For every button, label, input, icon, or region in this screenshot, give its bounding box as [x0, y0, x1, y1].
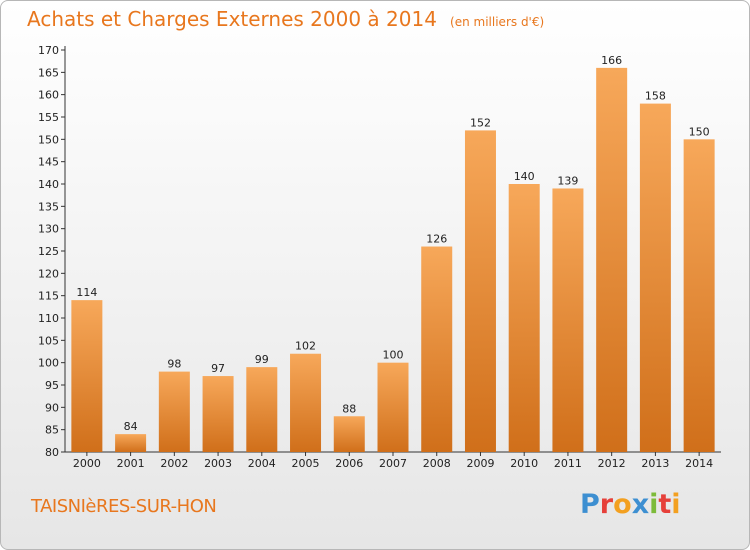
x-tick-label: 2001 — [117, 457, 145, 470]
y-tick-label: 135 — [38, 200, 59, 213]
logo-letter: t — [658, 489, 672, 520]
y-tick-label: 130 — [38, 223, 59, 236]
y-tick-label: 90 — [45, 401, 59, 414]
bar-value-label: 88 — [342, 402, 356, 415]
x-tick-label: 2008 — [423, 457, 451, 470]
bar-value-label: 126 — [426, 233, 447, 246]
x-tick-label: 2005 — [292, 457, 320, 470]
bar — [552, 188, 584, 452]
chart-unit: (en milliers d'€) — [450, 15, 545, 29]
x-tick-label: 2003 — [204, 457, 232, 470]
proxiti-logo: Proxiti — [580, 489, 681, 520]
logo-letter: i — [649, 489, 659, 520]
y-tick-label: 170 — [38, 44, 59, 57]
bar — [202, 376, 234, 452]
chart-title-block: Achats et Charges Externes 2000 à 2014 (… — [27, 7, 544, 31]
logo-letter: P — [580, 489, 600, 520]
x-tick-label: 2014 — [685, 457, 713, 470]
y-tick-label: 150 — [38, 133, 59, 146]
y-tick-label: 115 — [38, 290, 59, 303]
chart-value-labels: 114 84 98 97 99 102 88 100 126 152 140 139 166 158 150 — [76, 54, 709, 433]
bar-value-label: 152 — [470, 116, 491, 129]
bar-value-label: 102 — [295, 340, 316, 353]
bar — [596, 67, 628, 452]
x-tick-label: 2006 — [335, 457, 363, 470]
x-tick-label: 2009 — [466, 457, 494, 470]
commune-name: TAISNIèRES-SUR-HON — [31, 496, 217, 517]
y-tick-label: 125 — [38, 245, 59, 258]
x-tick-label: 2000 — [73, 457, 101, 470]
y-tick-label: 105 — [38, 334, 59, 347]
bar-value-label: 114 — [76, 286, 97, 299]
bar-value-label: 158 — [645, 90, 666, 103]
bar — [290, 353, 322, 452]
bar-value-label: 150 — [689, 125, 710, 138]
bar — [683, 139, 715, 453]
logo-letter: i — [671, 489, 681, 520]
x-tick-label: 2010 — [510, 457, 538, 470]
y-tick-label: 85 — [45, 424, 59, 437]
bar — [246, 367, 278, 452]
chart-title: Achats et Charges Externes 2000 à 2014 — [27, 7, 437, 31]
bar — [158, 371, 190, 452]
bar-value-label: 97 — [211, 362, 225, 375]
x-tick-label: 2012 — [598, 457, 626, 470]
bar-value-label: 84 — [124, 420, 138, 433]
logo-letter: r — [599, 489, 614, 520]
y-tick-label: 80 — [45, 446, 59, 459]
bar-value-label: 100 — [383, 349, 404, 362]
bar — [333, 416, 365, 452]
y-tick-label: 140 — [38, 178, 59, 191]
logo-letter: x — [631, 489, 650, 520]
y-tick-label: 160 — [38, 89, 59, 102]
y-tick-label: 100 — [38, 357, 59, 370]
y-tick-label: 120 — [38, 267, 59, 280]
bar-value-label: 166 — [601, 54, 622, 67]
x-tick-label: 2004 — [248, 457, 276, 470]
x-tick-label: 2013 — [641, 457, 669, 470]
y-tick-label: 155 — [38, 111, 59, 124]
chart-axes: 80 85 90 95 100 105 110 115 120 125 130 135 140 145 15… — [38, 44, 721, 470]
y-tick-label: 110 — [38, 312, 59, 325]
bar — [508, 184, 540, 452]
y-tick-label: 95 — [45, 379, 59, 392]
x-tick-label: 2007 — [379, 457, 407, 470]
x-tick-label: 2011 — [554, 457, 582, 470]
bar-value-label: 139 — [557, 174, 578, 187]
bar — [421, 246, 453, 452]
y-tick-label: 165 — [38, 66, 59, 79]
bar — [639, 103, 671, 452]
bar-value-label: 99 — [255, 353, 269, 366]
x-tick-label: 2002 — [160, 457, 188, 470]
logo-letter: o — [613, 489, 632, 520]
bar — [377, 362, 409, 452]
bar — [71, 300, 103, 452]
bar — [464, 130, 496, 452]
bar — [115, 434, 147, 452]
bar-value-label: 140 — [514, 170, 535, 183]
chart-bars — [71, 67, 715, 453]
bar-value-label: 98 — [167, 358, 181, 371]
y-tick-label: 145 — [38, 156, 59, 169]
